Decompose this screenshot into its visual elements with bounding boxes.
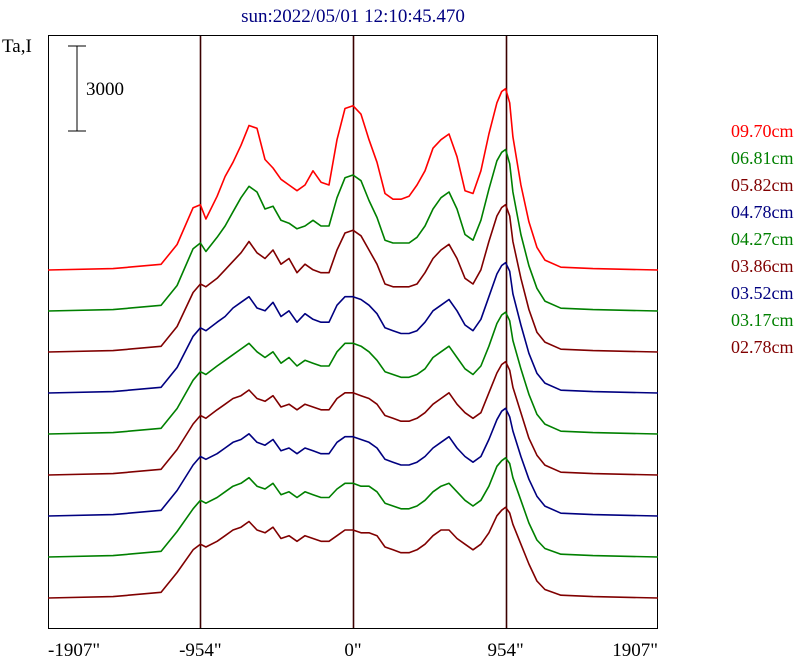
x-tick-label: -954" <box>179 640 222 661</box>
x-tick-label: 1907" <box>612 640 658 661</box>
x-tick-label: 954" <box>487 640 523 661</box>
legend-entry: 03.86cm <box>731 256 794 276</box>
plot-frame <box>48 35 658 629</box>
y-axis-label: Ta,I <box>2 36 32 57</box>
legend-entry: 04.27cm <box>731 229 794 249</box>
legend-entry: 03.17cm <box>731 310 794 330</box>
chart-title: sun:2022/05/01 12:10:45.470 <box>241 6 465 27</box>
x-tick-label: 0" <box>344 640 361 661</box>
x-tick-label: -1907" <box>48 640 100 661</box>
series-line-05-82cm <box>47 203 659 353</box>
series-line-06-81cm <box>47 148 659 312</box>
legend-entry: 03.52cm <box>731 283 794 303</box>
scale-bar-label: 3000 <box>86 79 124 100</box>
series-line-03-52cm <box>47 407 659 517</box>
legend-entry: 05.82cm <box>731 175 794 195</box>
reference-lines <box>199 36 508 628</box>
scale-bar: 3000 <box>68 45 124 132</box>
legend-entry: 06.81cm <box>731 148 794 168</box>
series-line-09-70cm <box>47 87 659 271</box>
series-layer <box>47 87 659 599</box>
series-line-03-17cm <box>47 456 659 558</box>
legend-entry: 09.70cm <box>731 121 794 141</box>
legend-entry: 02.78cm <box>731 337 794 357</box>
legend-entry: 04.78cm <box>731 202 794 222</box>
legend: 09.70cm 06.81cm 05.82cm 04.78cm 04.27cm 03.86… <box>731 118 794 361</box>
series-line-04-78cm <box>47 261 659 394</box>
x-axis-ticks: -1907" -954" 0" 954" 1907" <box>48 640 658 661</box>
series-line-02-78cm <box>47 506 659 599</box>
series-line-04-27cm <box>47 311 659 435</box>
series-line-03-86cm <box>47 360 659 476</box>
